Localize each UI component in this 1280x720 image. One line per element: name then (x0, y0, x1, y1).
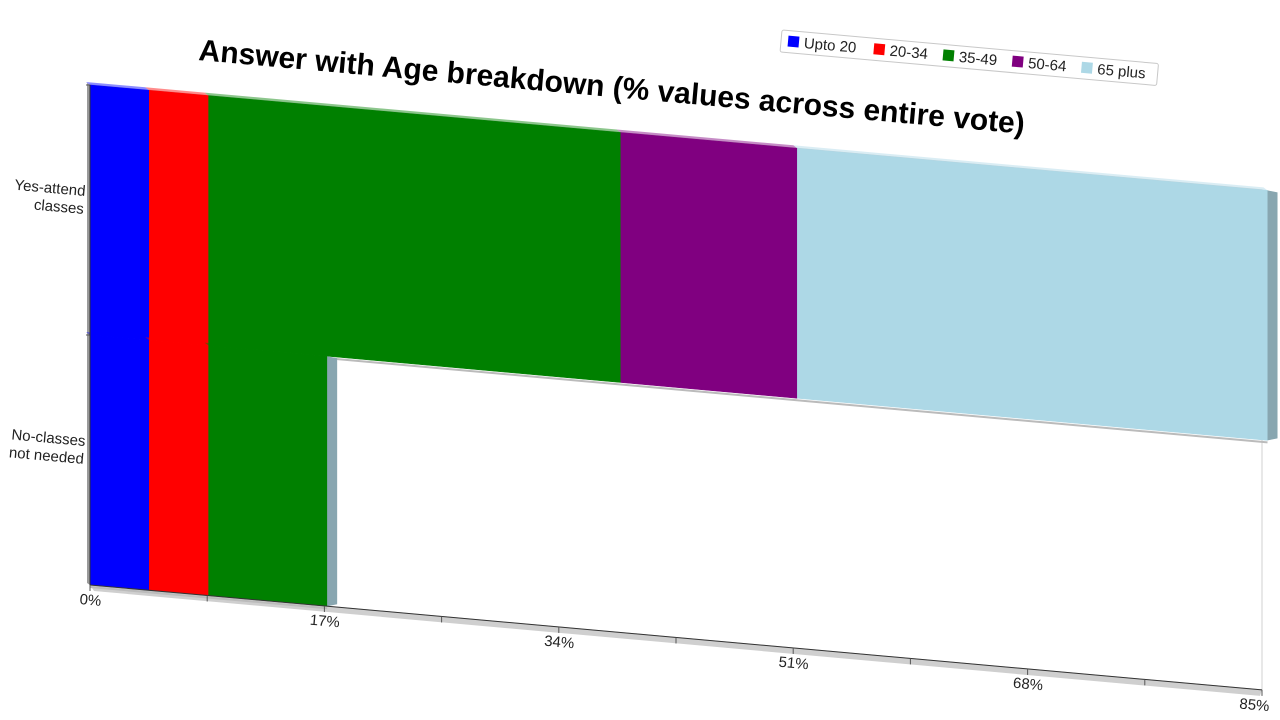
bar-0-1 (149, 90, 209, 346)
x-tick-label-2: 34% (543, 633, 574, 653)
bar-top-0-2 (204, 92, 621, 133)
legend-swatch-4 (1080, 61, 1093, 74)
bar-1-1 (149, 340, 209, 596)
x-tick-label-1: 17% (309, 612, 340, 632)
legend-label-0: Upto 20 (803, 35, 857, 57)
category-label-1: No-classesnot needed (8, 426, 86, 468)
chart-bars (86, 82, 1278, 610)
legend-swatch-3 (1011, 55, 1024, 68)
legend-label-1: 20-34 (889, 43, 929, 63)
bar-top-0-0 (86, 82, 150, 91)
bar-0-2 (208, 95, 622, 383)
x-tick-label-4: 68% (1012, 675, 1043, 695)
bar-top-1-0 (86, 332, 150, 341)
left-wall-edge (87, 83, 90, 585)
bar-top-0-1 (145, 87, 209, 96)
legend-label-2: 35-49 (958, 49, 998, 69)
bar-1-2 (208, 345, 328, 607)
bar-end-cap-0 (1267, 190, 1278, 441)
legend-swatch-0 (787, 35, 800, 48)
category-label-0: Yes-attendclasses (12, 177, 86, 218)
bar-0-4 (797, 148, 1268, 441)
x-tick-label-0: 0% (79, 591, 102, 610)
bar-top-1-1 (145, 337, 209, 346)
chart-legend: Upto 20 20-34 35-49 50-64 65 plus (779, 29, 1159, 86)
bar-1-0 (89, 334, 150, 591)
x-tick-label-3: 51% (778, 654, 809, 674)
legend-swatch-1 (873, 43, 886, 56)
bar-shadow-1 (89, 586, 328, 610)
bar-top-1-2 (204, 342, 328, 357)
legend-swatch-2 (942, 49, 955, 62)
legend-label-4: 65 plus (1097, 61, 1147, 82)
x-axis-ticks: 0% 17% 34% 51% 68% 85% (79, 585, 1270, 715)
legend-label-3: 50-64 (1027, 55, 1067, 75)
bar-top-0-4 (793, 145, 1268, 191)
bar-top-0-3 (616, 129, 798, 149)
bar-end-cap-1 (327, 356, 338, 607)
bar-0-3 (620, 132, 798, 399)
y-axis-categories: Yes-attendclasses No-classesnot needed (8, 177, 86, 468)
x-tick-label-5: 85% (1239, 696, 1270, 716)
bar-0-0 (89, 84, 150, 341)
